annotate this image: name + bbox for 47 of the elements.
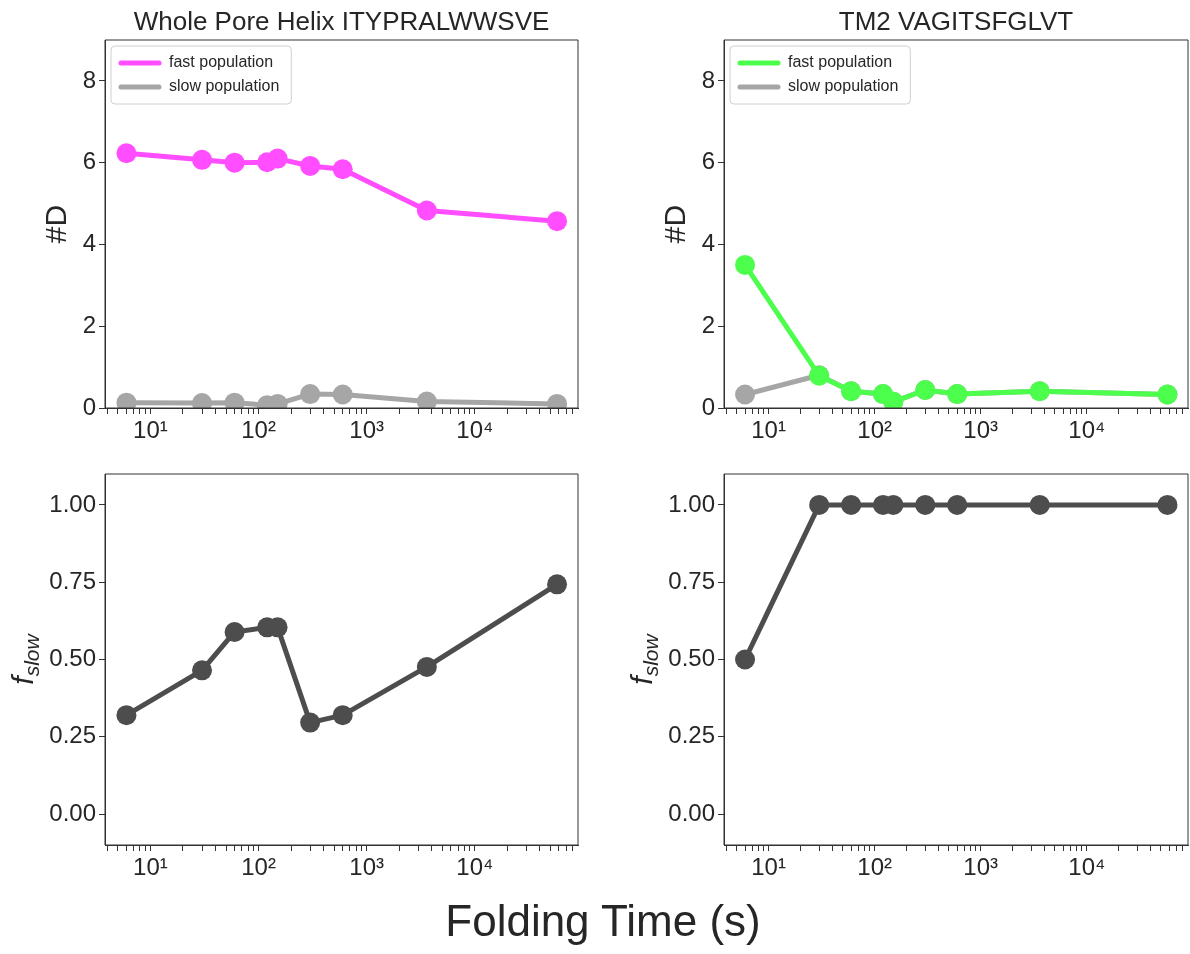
y-tick-label: 0.50 bbox=[49, 644, 96, 672]
y-axis-title: #D bbox=[657, 204, 691, 244]
y-tick-label: 4 bbox=[82, 229, 96, 257]
chart-title: Whole Pore Helix ITYPRALWWSVE bbox=[133, 6, 550, 37]
y-tick-label: 1.00 bbox=[668, 489, 715, 517]
legend-label: fast population bbox=[788, 53, 893, 71]
legend-label: slow population bbox=[169, 77, 280, 95]
y-tick-label: 0.75 bbox=[49, 566, 96, 594]
y-tick-label: 0.00 bbox=[49, 798, 96, 826]
x-tick-label: 10² bbox=[241, 416, 276, 444]
y-tick-label: 0.50 bbox=[668, 644, 715, 672]
y-tick-label: 0 bbox=[701, 392, 715, 420]
y-tick-label: 8 bbox=[701, 65, 715, 93]
y-tick-label: 0 bbox=[82, 392, 96, 420]
x-tick-label: 10⁴ bbox=[456, 853, 494, 881]
y-tick-label: 6 bbox=[701, 147, 715, 175]
chart-title: TM2 VAGITSFGLVT bbox=[838, 6, 1074, 37]
y-axis-title: fslow bbox=[624, 632, 663, 685]
x-tick-label: 10³ bbox=[963, 853, 999, 881]
x-tick-label: 10³ bbox=[963, 416, 999, 444]
x-tick-label: 10⁴ bbox=[1068, 853, 1106, 881]
x-axis-title: Folding Time (s) bbox=[444, 896, 762, 946]
y-tick-label: 0.25 bbox=[49, 721, 96, 749]
y-tick-label: 2 bbox=[701, 310, 715, 338]
x-tick-label: 10² bbox=[857, 416, 892, 444]
x-tick-label: 10³ bbox=[349, 416, 385, 444]
x-tick-label: 10¹ bbox=[751, 853, 786, 881]
x-tick-label: 10³ bbox=[349, 853, 385, 881]
x-tick-label: 10⁴ bbox=[1068, 416, 1106, 444]
y-tick-label: 0.25 bbox=[668, 721, 715, 749]
y-tick-label: 0.75 bbox=[668, 566, 715, 594]
y-tick-label: 0.00 bbox=[668, 798, 715, 826]
x-tick-label: 10⁴ bbox=[456, 416, 494, 444]
x-tick-label: 10¹ bbox=[751, 416, 786, 444]
y-tick-label: 1.00 bbox=[49, 489, 96, 517]
x-tick-label: 10² bbox=[857, 853, 892, 881]
y-tick-label: 2 bbox=[82, 310, 96, 338]
x-tick-label: 10¹ bbox=[133, 416, 168, 444]
y-axis-title: fslow bbox=[5, 632, 44, 685]
y-tick-label: 4 bbox=[701, 229, 715, 257]
x-tick-label: 10² bbox=[241, 853, 276, 881]
y-tick-label: 8 bbox=[82, 65, 96, 93]
x-tick-label: 10¹ bbox=[133, 853, 168, 881]
y-tick-label: 6 bbox=[82, 147, 96, 175]
y-axis-title: #D bbox=[38, 204, 72, 244]
legend-label: slow population bbox=[788, 77, 899, 95]
legend-label: fast population bbox=[169, 53, 274, 71]
